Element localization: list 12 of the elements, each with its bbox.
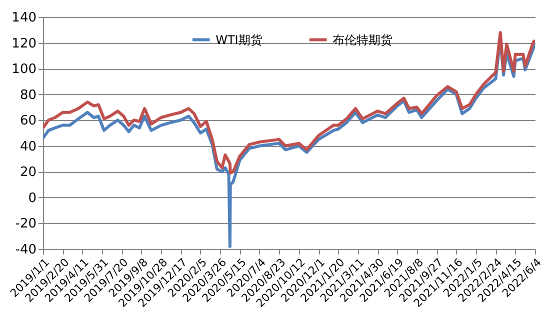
y-tick-label: -20 <box>15 216 36 232</box>
y-tick-label: 140 <box>12 10 36 26</box>
y-tick-label: 40 <box>20 139 36 154</box>
y-tick-label: -40 <box>15 242 36 258</box>
y-tick-label: 80 <box>20 88 36 103</box>
y-tick-label: 100 <box>12 62 36 78</box>
y-tick-label: 120 <box>12 36 36 52</box>
legend-label: 布伦特期货 <box>332 32 393 47</box>
y-tick-label: 20 <box>20 165 36 180</box>
y-tick-label: 0 <box>28 190 36 206</box>
legend-label: WTI期货 <box>216 32 262 47</box>
y-tick-label: 60 <box>20 114 36 129</box>
